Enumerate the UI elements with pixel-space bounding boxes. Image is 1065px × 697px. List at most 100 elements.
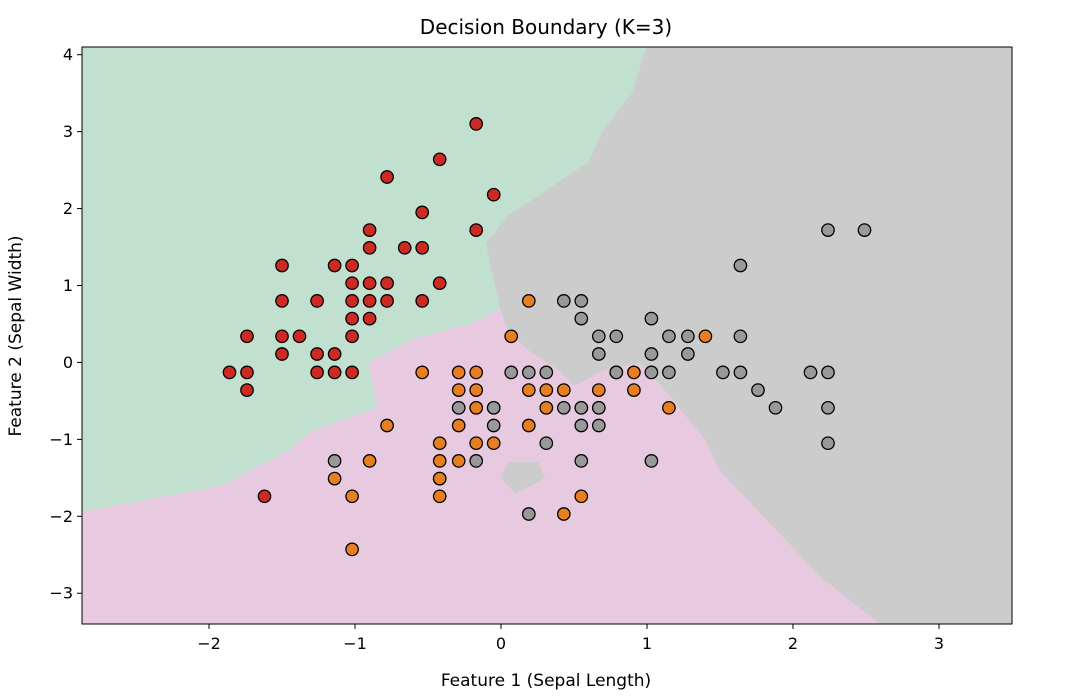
data-point-class-1: [432, 471, 447, 486]
data-point-class-1: [521, 383, 536, 397]
data-point-class-2: [486, 418, 501, 433]
data-point-class-2: [327, 454, 342, 468]
data-point-class-0: [292, 329, 307, 344]
data-point-class-0: [345, 276, 359, 291]
data-point-class-2: [821, 365, 835, 380]
x-tick-label: 0: [496, 634, 506, 653]
data-point-class-2: [733, 329, 748, 344]
data-points: [222, 117, 872, 557]
data-point-class-1: [539, 383, 554, 397]
data-point-class-2: [681, 329, 695, 344]
y-tick-label: −1: [49, 430, 73, 449]
data-point-class-1: [469, 383, 484, 397]
data-point-class-0: [362, 223, 377, 237]
data-point-class-1: [556, 383, 571, 397]
y-tick-label: −2: [49, 507, 73, 526]
data-point-class-2: [768, 400, 783, 415]
data-point-class-2: [644, 365, 659, 380]
data-point-class-1: [504, 329, 519, 344]
x-axis-title: Feature 1 (Sepal Length): [441, 671, 651, 691]
data-point-class-1: [486, 436, 501, 451]
data-point-class-2: [681, 347, 695, 361]
data-point-class-2: [591, 418, 606, 433]
x-tick-label: −2: [197, 634, 221, 653]
x-tick-label: 1: [642, 634, 652, 653]
data-point-class-2: [591, 400, 606, 415]
data-point-class-0: [275, 258, 289, 273]
data-point-class-2: [574, 400, 589, 415]
data-point-class-1: [469, 436, 484, 451]
data-point-class-1: [556, 507, 571, 521]
data-point-class-1: [380, 418, 394, 433]
data-point-class-0: [240, 365, 254, 380]
y-axis: −3 −2 −1 0 1 2 3 4: [49, 45, 82, 603]
data-point-class-1: [451, 418, 466, 433]
data-point-class-2: [556, 400, 571, 415]
data-point-class-1: [662, 400, 676, 415]
y-tick-label: 0: [63, 353, 73, 372]
decision-region-class-2: [500, 461, 546, 494]
decision-regions: [82, 47, 1012, 624]
data-point-class-0: [310, 365, 324, 380]
data-point-class-0: [240, 329, 254, 344]
x-tick-label: 3: [934, 634, 944, 653]
data-point-class-0: [345, 329, 359, 344]
data-point-class-0: [432, 276, 447, 291]
data-point-class-2: [574, 418, 589, 433]
y-tick-label: 1: [63, 276, 73, 295]
data-point-class-0: [415, 294, 430, 308]
data-point-class-2: [574, 454, 589, 468]
data-point-class-2: [662, 329, 676, 344]
data-point-class-2: [644, 454, 659, 468]
data-point-class-1: [698, 329, 713, 344]
data-point-class-0: [222, 365, 237, 380]
data-point-class-2: [574, 294, 589, 308]
data-point-class-2: [716, 365, 730, 380]
data-point-class-1: [469, 365, 484, 380]
data-point-class-2: [486, 400, 501, 415]
data-point-class-2: [539, 365, 554, 380]
data-point-class-2: [539, 436, 554, 451]
data-point-class-1: [432, 454, 447, 468]
data-point-class-0: [275, 347, 289, 361]
data-point-class-1: [469, 400, 484, 415]
data-point-class-1: [539, 400, 554, 415]
data-point-class-0: [345, 258, 359, 273]
data-point-class-0: [469, 117, 484, 131]
data-point-class-1: [345, 542, 359, 557]
data-point-class-0: [327, 347, 342, 361]
data-point-class-0: [362, 240, 377, 255]
data-point-class-0: [362, 311, 377, 326]
data-point-class-2: [821, 400, 835, 415]
data-point-class-2: [821, 223, 835, 237]
y-axis-title: Feature 2 (Sepal Width): [6, 235, 26, 436]
data-point-class-1: [432, 436, 447, 451]
data-point-class-1: [574, 489, 589, 504]
data-point-class-0: [469, 223, 484, 237]
data-point-class-0: [362, 294, 377, 308]
data-point-class-1: [521, 418, 536, 433]
data-point-class-1: [327, 471, 342, 486]
decision-region-class-2: [485, 47, 1012, 624]
data-point-class-2: [644, 347, 659, 361]
data-point-class-1: [451, 383, 466, 397]
data-point-class-0: [486, 187, 501, 202]
data-point-class-2: [469, 454, 484, 468]
data-point-class-0: [380, 170, 394, 184]
data-point-class-0: [415, 240, 430, 255]
data-point-class-2: [662, 365, 676, 380]
data-point-class-2: [521, 507, 536, 521]
data-point-class-2: [591, 329, 606, 344]
data-point-class-1: [627, 383, 641, 397]
y-tick-label: −3: [49, 584, 73, 603]
data-point-class-0: [380, 276, 394, 291]
data-point-class-0: [240, 383, 254, 397]
y-tick-label: 2: [63, 199, 73, 218]
data-point-class-1: [521, 294, 536, 308]
data-point-class-2: [733, 258, 748, 273]
data-point-class-1: [345, 489, 359, 504]
data-point-class-0: [345, 365, 359, 380]
y-tick-label: 3: [63, 122, 73, 141]
data-point-class-0: [362, 276, 377, 291]
